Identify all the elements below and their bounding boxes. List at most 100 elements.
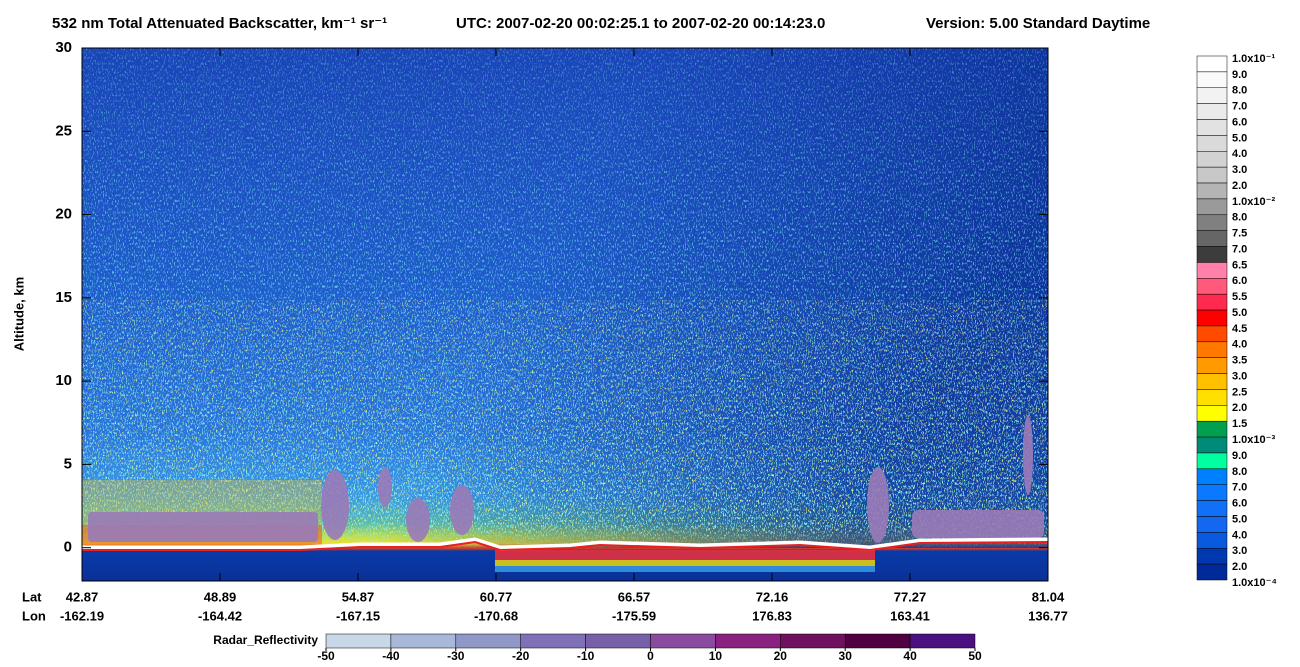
radar-swatch xyxy=(650,633,716,649)
radar-swatch xyxy=(390,633,457,649)
colorbar-label: 9.0 xyxy=(1232,450,1247,462)
colorbar-label: 3.5 xyxy=(1232,355,1247,367)
colorbar-label: 5.0 xyxy=(1232,513,1247,525)
radar-tick-label: -30 xyxy=(447,649,465,663)
radar-label: Radar_Reflectivity xyxy=(213,633,318,647)
radar-swatch xyxy=(455,633,521,649)
chart-title: 532 nm Total Attenuated Backscatter, km⁻… xyxy=(52,15,387,32)
radar-tick-label: -50 xyxy=(317,649,335,663)
lat-label: 60.77 xyxy=(480,589,513,604)
radar-tick-label: -10 xyxy=(577,649,595,663)
plot-frame xyxy=(81,47,1049,582)
colorbar-label: 7.5 xyxy=(1232,228,1247,240)
lon-label: -164.42 xyxy=(198,608,242,623)
subsurface-return xyxy=(495,550,875,560)
radar-swatch xyxy=(715,633,781,649)
colorbar-swatch xyxy=(1196,500,1228,517)
colorbar-swatch xyxy=(1196,516,1228,533)
colorbar-label: 5.0 xyxy=(1232,132,1247,144)
colorbar-swatch xyxy=(1196,198,1228,216)
radar-swatch xyxy=(909,633,976,649)
radar-tick-label: 10 xyxy=(709,649,723,663)
y-tick-label: 20 xyxy=(55,206,72,223)
y-tick-label: 25 xyxy=(55,122,72,139)
colorbar-swatch xyxy=(1196,468,1228,485)
colorbar-label: 6.0 xyxy=(1232,275,1247,287)
colorbar-label: 7.0 xyxy=(1232,243,1247,255)
colorbar-label: 4.5 xyxy=(1232,323,1247,335)
lon-label: -170.68 xyxy=(474,608,518,623)
colorbar-swatch xyxy=(1196,151,1228,168)
colorbar-swatch xyxy=(1196,373,1228,390)
colorbar-label: 2.5 xyxy=(1232,386,1247,398)
radar-swatch xyxy=(325,633,392,649)
colorbar-swatch xyxy=(1196,55,1228,73)
lat-label: 54.87 xyxy=(342,589,375,604)
colorbar-label: 6.5 xyxy=(1232,259,1247,271)
colorbar-swatch xyxy=(1196,166,1228,184)
radar-swatch xyxy=(844,633,911,649)
colorbar-label: 2.0 xyxy=(1232,402,1247,414)
colorbar-swatch xyxy=(1196,246,1228,263)
lat-label: 81.04 xyxy=(1032,589,1065,604)
colorbar-swatch xyxy=(1196,389,1228,406)
colorbar-swatch xyxy=(1196,71,1228,89)
y-tick-label: 5 xyxy=(64,455,72,472)
colorbar-label: 3.0 xyxy=(1232,164,1247,176)
colorbar-label: 7.0 xyxy=(1232,482,1247,494)
radar-tick-label: 30 xyxy=(839,649,853,663)
subsurface-return xyxy=(495,566,875,572)
radar-swatch xyxy=(780,633,846,649)
colorbar-label: 4.0 xyxy=(1232,529,1247,541)
y-axis-label: Altitude, km xyxy=(11,277,26,351)
colorbar-swatch xyxy=(1196,278,1228,295)
colorbar-swatch xyxy=(1196,420,1228,438)
colorbar-swatch xyxy=(1196,357,1228,374)
colorbar-swatch xyxy=(1196,135,1228,152)
radar-tick-label: -40 xyxy=(382,649,400,663)
radar-swatch xyxy=(520,633,586,649)
colorbar-swatch xyxy=(1196,87,1228,104)
colorbar-label: 1.0x10⁻³ xyxy=(1232,434,1275,446)
colorbar-label: 8.0 xyxy=(1232,212,1247,224)
colorbar-label: 1.0x10⁻⁴ xyxy=(1232,577,1277,589)
lon-label: 136.77 xyxy=(1028,608,1068,623)
surface-return xyxy=(82,537,1048,551)
lon-label: 163.41 xyxy=(890,608,930,623)
colorbar-label: 4.0 xyxy=(1232,339,1247,351)
lon-label: 176.83 xyxy=(752,608,792,623)
lon-label: -175.59 xyxy=(612,608,656,623)
colorbar-swatch xyxy=(1196,230,1228,247)
colorbar-swatch xyxy=(1196,436,1228,454)
lat-label: 77.27 xyxy=(894,589,927,604)
lat-label: 48.89 xyxy=(204,589,237,604)
y-tick-label: 30 xyxy=(55,39,72,56)
colorbar-label: 9.0 xyxy=(1232,69,1247,81)
colorbar-label: 3.0 xyxy=(1232,370,1247,382)
colorbar-label: 5.5 xyxy=(1232,291,1247,303)
version-label: Version: 5.00 Standard Daytime xyxy=(926,15,1150,32)
radar-tick-label: 0 xyxy=(647,649,654,663)
lon-label: -167.15 xyxy=(336,608,380,623)
colorbar-label: 2.0 xyxy=(1232,561,1247,573)
colorbar-label: 6.0 xyxy=(1232,498,1247,510)
subsurface-return xyxy=(495,560,875,566)
y-tick-label: 15 xyxy=(55,289,72,306)
lon-label: -162.19 xyxy=(60,608,104,623)
colorbar-swatch xyxy=(1196,547,1228,565)
colorbar-label: 6.0 xyxy=(1232,116,1247,128)
colorbar-label: 1.5 xyxy=(1232,418,1247,430)
colorbar-swatch xyxy=(1196,214,1228,231)
colorbar-label: 5.0 xyxy=(1232,307,1247,319)
x-row-label: Lat xyxy=(22,589,42,604)
colorbar-label: 3.0 xyxy=(1232,545,1247,557)
colorbar-label: 4.0 xyxy=(1232,148,1247,160)
colorbar-swatch xyxy=(1196,405,1228,422)
colorbar-swatch xyxy=(1196,532,1228,549)
colorbar-swatch xyxy=(1196,341,1228,358)
lat-label: 42.87 xyxy=(66,589,99,604)
colorbar-swatch xyxy=(1196,262,1228,279)
colorbar-swatch xyxy=(1196,563,1228,581)
colorbar-swatch xyxy=(1196,309,1228,327)
